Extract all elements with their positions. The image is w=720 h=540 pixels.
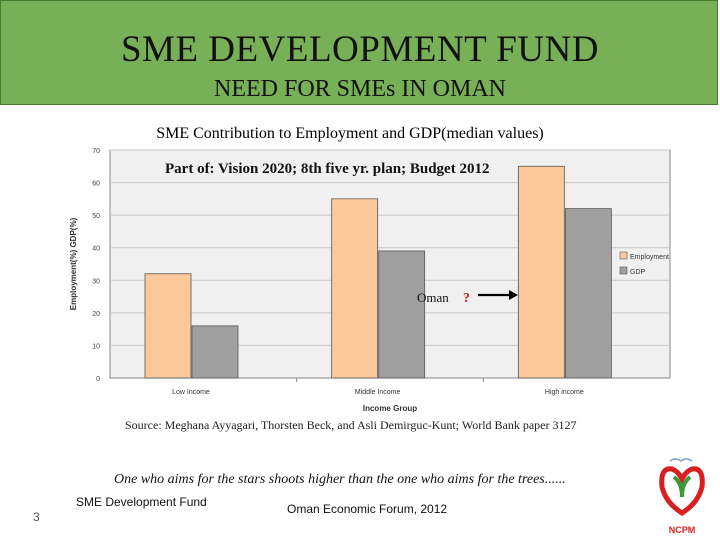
page-number: 3 <box>33 510 40 524</box>
y-axis-label: Employment(%) GDP(%) <box>69 217 78 310</box>
slide-subtitle: NEED FOR SMEs IN OMAN <box>213 76 507 102</box>
y-tick-label: 20 <box>92 311 100 318</box>
logo-leaf-shape <box>672 475 692 498</box>
bird-icon <box>669 458 693 462</box>
y-tick-label: 10 <box>92 343 100 350</box>
x-tick-label: Low Income <box>172 389 210 396</box>
y-tick-label: 60 <box>92 181 100 188</box>
question-mark: ? <box>463 291 470 306</box>
slide-title: SME DEVELOPMENT FUND <box>120 29 599 70</box>
bar-employment <box>517 165 565 379</box>
legend-swatch <box>619 251 628 260</box>
x-tick-label: Middle Income <box>355 389 401 396</box>
chart-heading: SME Contribution to Employment and GDP(m… <box>156 125 544 142</box>
source-note: Source: Meghana Ayyagari, Thorsten Beck,… <box>125 418 577 432</box>
legend-label-gdp: GDP <box>630 269 646 276</box>
arrow-head-icon <box>509 290 518 300</box>
bar-gdp <box>564 208 612 379</box>
x-axis-label: Income Group <box>363 404 417 413</box>
bar-employment <box>144 273 192 379</box>
logo-text: NCPM <box>669 525 696 535</box>
footer-left-label: SME Development Fund <box>76 495 207 509</box>
ncpm-logo: NCPM <box>659 458 705 535</box>
bar-employment <box>331 198 379 379</box>
y-tick-label: 40 <box>92 246 100 253</box>
x-tick-label: High income <box>545 389 584 396</box>
logo-heart-shape <box>659 466 705 516</box>
y-tick-label: 0 <box>96 376 100 383</box>
oman-label: Oman <box>417 290 449 305</box>
legend-swatch <box>619 266 628 275</box>
y-tick-label: 50 <box>92 213 100 220</box>
bar-gdp <box>191 325 239 379</box>
bar-chart: 0 10 20 30 40 50 60 70 Low Income Middle Income Hi… <box>69 148 671 413</box>
y-tick-label: 70 <box>92 148 100 155</box>
bar-gdp <box>378 250 426 379</box>
title-banner <box>0 0 718 105</box>
legend-label-employment: Employment <box>630 254 669 261</box>
footer-center-label: Oman Economic Forum, 2012 <box>287 502 448 516</box>
quote-text: One who aims for the stars shoots higher… <box>114 472 566 487</box>
vision-annotation: Part of: Vision 2020; 8th five yr. plan;… <box>165 161 489 177</box>
y-tick-label: 30 <box>92 278 100 285</box>
